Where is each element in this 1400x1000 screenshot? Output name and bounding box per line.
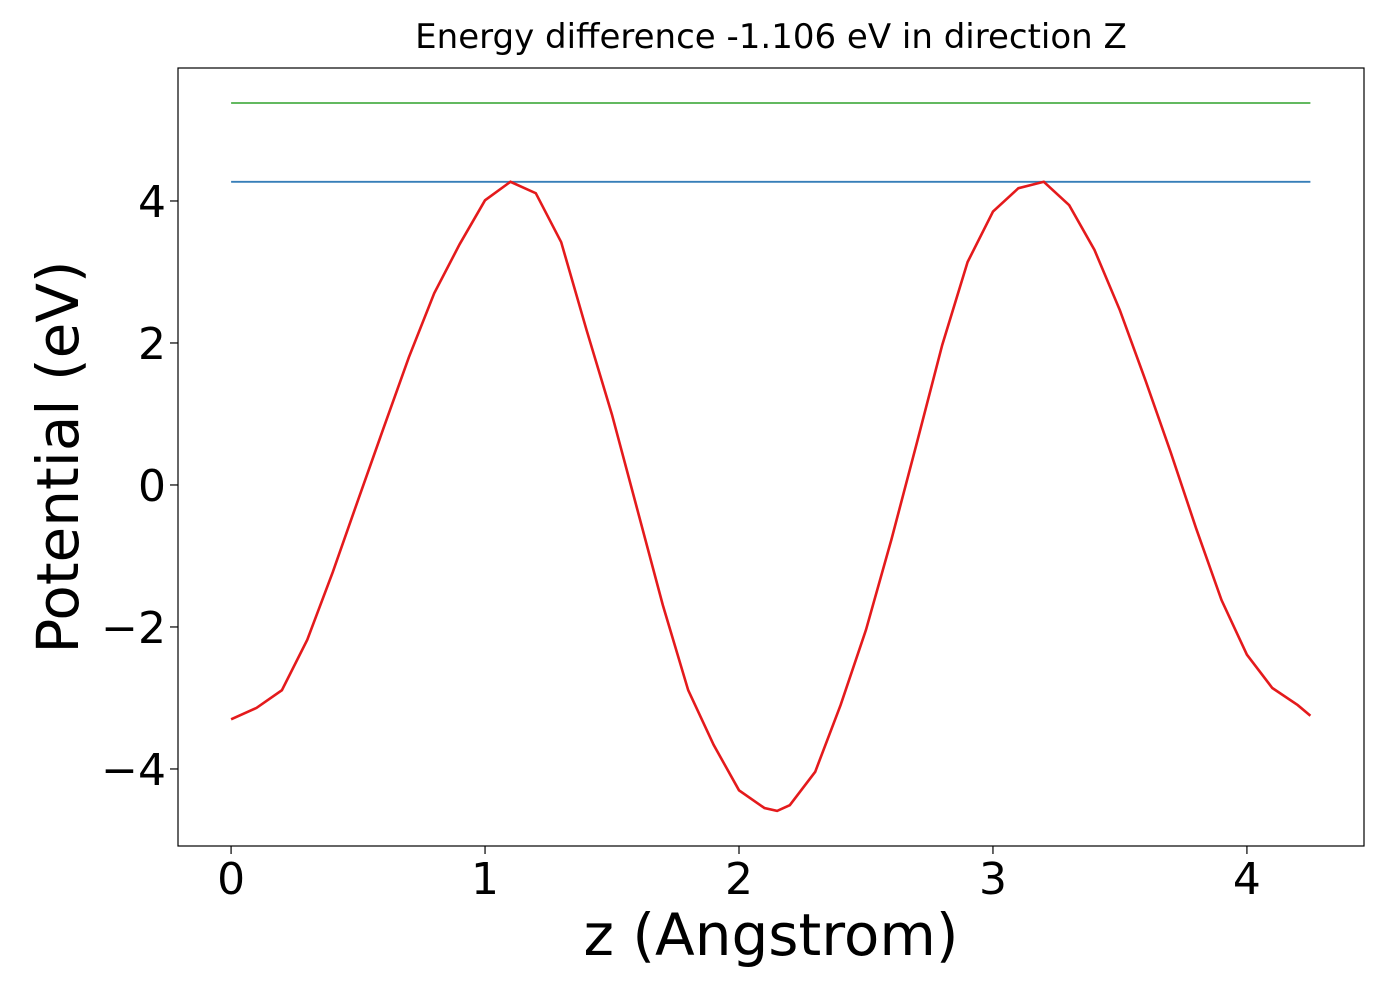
y-tick-label: −4 [101,745,166,796]
x-tick-label: 0 [217,854,245,905]
y-tick-label: 2 [138,319,166,370]
x-tick-label: 1 [471,854,499,905]
plot-frame [177,67,1365,847]
x-tick-label: 3 [979,854,1007,905]
x-tick-label: 2 [725,854,753,905]
y-tick-label: 0 [138,461,166,512]
x-tick-label: 4 [1233,854,1261,905]
y-tick-label: 4 [138,177,166,228]
y-axis-label: Potential (eV) [24,260,92,653]
chart-title: Energy difference -1.106 eV in direction… [415,17,1127,57]
x-axis-label: z (Angstrom) [584,901,959,969]
series-line [230,180,1312,813]
y-tick-label: −2 [101,603,166,654]
